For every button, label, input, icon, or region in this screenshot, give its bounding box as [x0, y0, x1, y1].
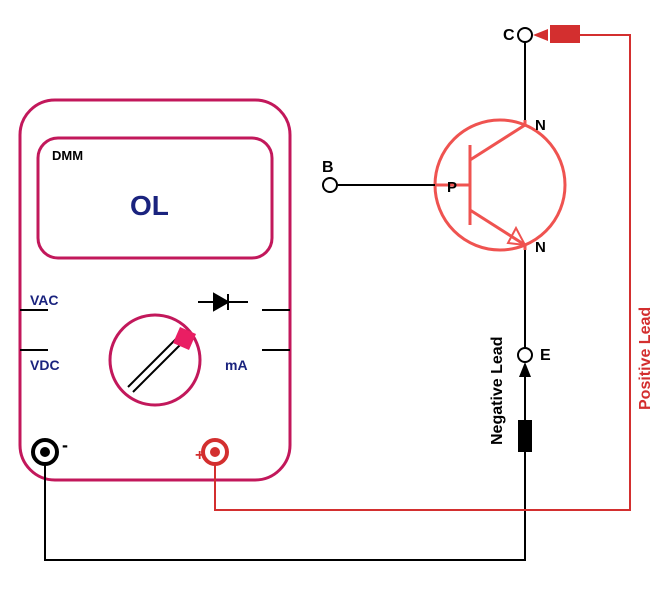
positive-lead [215, 25, 630, 510]
negative-lead-label: Negative Lead [489, 337, 506, 445]
terminal-e-label: E [540, 347, 551, 364]
terminal-c-dot [518, 28, 532, 42]
dial-pointer [128, 327, 196, 392]
neg-port: - [33, 435, 68, 464]
terminal-c-label: C [503, 27, 515, 44]
region-p: P [447, 179, 457, 196]
region-n-top: N [535, 117, 546, 134]
pos-port: + [195, 440, 227, 464]
mode-vdc: VDC [30, 357, 60, 373]
mode-ma: mA [225, 357, 248, 373]
terminal-b-label: B [322, 159, 334, 176]
positive-lead-label: Positive Lead [637, 307, 654, 410]
mode-vac: VAC [30, 292, 59, 308]
diagram-canvas: DMM OL VAC VDC mA - + [0, 0, 658, 604]
region-n-bot: N [535, 239, 546, 256]
neg-port-label: - [62, 435, 68, 455]
diode-icon [198, 294, 248, 310]
dmm-reading: OL [130, 190, 169, 221]
terminal-b-dot [323, 178, 337, 192]
diagram-svg: DMM OL VAC VDC mA - + [0, 0, 658, 604]
terminal-e-dot [518, 348, 532, 362]
dmm-label: DMM [52, 148, 83, 163]
pos-port-label: + [195, 447, 204, 464]
